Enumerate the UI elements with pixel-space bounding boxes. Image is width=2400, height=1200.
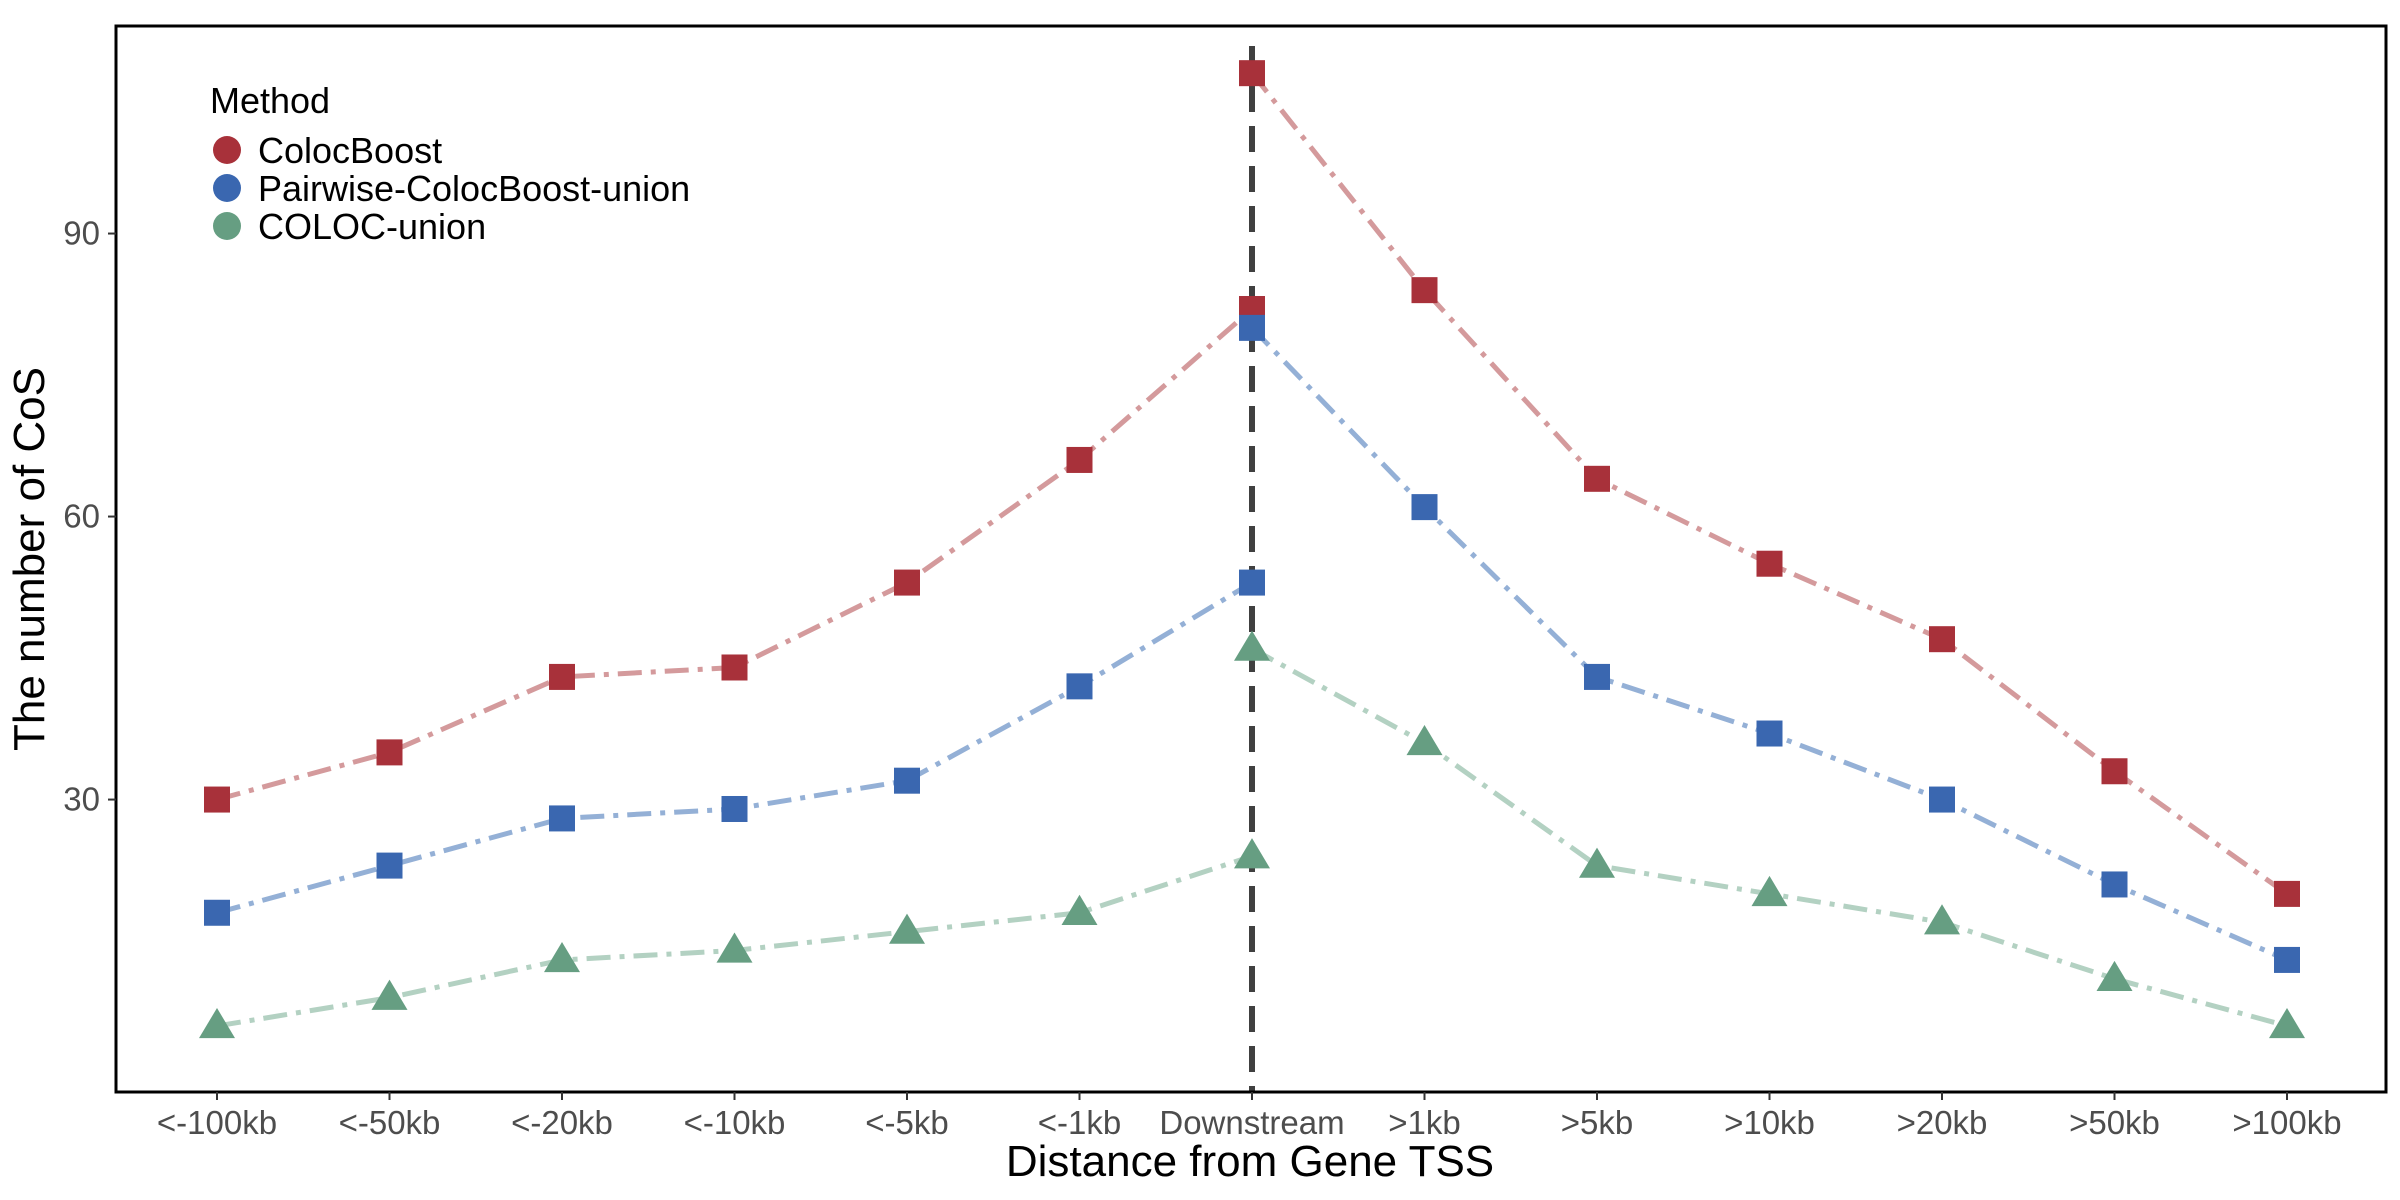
x-axis-ticks: <-100kb <-50kb <-20kb <-10kb <-5kb <-1kb Downs… xyxy=(157,1092,2342,1141)
x-tick-label: <-10kb xyxy=(684,1104,786,1141)
y-tick-label: 30 xyxy=(63,781,100,818)
colocboost-point xyxy=(1756,550,1783,577)
pairwise-colocboost-union-point xyxy=(721,795,748,822)
x-tick-label: >20kb xyxy=(1897,1104,1988,1141)
y-tick-label: 60 xyxy=(63,498,100,535)
pairwise-colocboost-union-point xyxy=(1929,786,1955,813)
coloc-union-point xyxy=(1924,904,1960,935)
colocboost-point xyxy=(376,739,403,766)
pairwise-colocboost-union-point xyxy=(1756,720,1783,747)
x-tick-label: >10kb xyxy=(1724,1104,1815,1141)
pairwise-colocboost-union-point xyxy=(2101,871,2128,898)
legend: Method ColocBoostPairwise-ColocBoost-uni… xyxy=(210,80,690,247)
pairwise-colocboost-union-point xyxy=(204,899,230,926)
colocboost-point xyxy=(1411,277,1438,304)
pairwise-colocboost-union-point xyxy=(376,852,403,879)
coloc-union-point xyxy=(1061,894,1098,925)
legend-label-coloc-union: COLOC-union xyxy=(258,206,486,247)
x-tick-label: <-5kb xyxy=(865,1104,948,1141)
coloc-union-point xyxy=(889,913,925,944)
legend-label-colocboost: ColocBoost xyxy=(258,130,442,171)
coloc-union-point xyxy=(544,941,580,973)
coloc-union-point xyxy=(1406,724,1443,756)
coloc-union-point xyxy=(1751,875,1788,907)
colocboost-point xyxy=(894,569,920,596)
legend-title: Method xyxy=(210,80,330,121)
colocboost-point xyxy=(1239,60,1265,87)
coloc-union-point xyxy=(371,979,408,1010)
legend-key-pairwise-colocboost-union xyxy=(213,174,241,202)
pairwise-colocboost-union-point xyxy=(2274,946,2300,973)
coloc-union-point xyxy=(1234,630,1270,661)
colocboost-point xyxy=(1584,465,1610,492)
coloc-union-point xyxy=(2269,1007,2305,1039)
x-tick-label: >100kb xyxy=(2232,1104,2341,1141)
colocboost-point xyxy=(1066,446,1093,473)
x-tick-label: <-1kb xyxy=(1038,1104,1121,1141)
x-tick-label: <-100kb xyxy=(157,1104,277,1141)
pairwise-colocboost-union-point xyxy=(894,767,920,794)
coloc-union-point xyxy=(199,1007,235,1039)
legend-label-pairwise-colocboost-union: Pairwise-ColocBoost-union xyxy=(258,168,690,209)
series-markers xyxy=(199,60,2305,1039)
y-axis-title: The number of CoS xyxy=(5,367,54,751)
x-tick-label: <-50kb xyxy=(339,1104,441,1141)
x-tick-label: Downstream xyxy=(1159,1104,1344,1141)
pairwise-colocboost-union-point xyxy=(1239,314,1265,341)
coloc-union-point xyxy=(716,932,753,963)
legend-key-coloc-union xyxy=(213,212,241,240)
y-tick-label: 90 xyxy=(63,215,100,252)
legend-key-colocboost xyxy=(213,136,241,164)
x-tick-label: <-20kb xyxy=(511,1104,613,1141)
colocboost-point xyxy=(2274,880,2300,907)
colocboost-point xyxy=(204,786,230,813)
pairwise-colocboost-union-point xyxy=(549,805,575,832)
x-axis-title: Distance from Gene TSS xyxy=(1006,1137,1494,1186)
colocboost-point xyxy=(2101,758,2128,785)
x-tick-label: >1kb xyxy=(1388,1104,1460,1141)
colocboost-point xyxy=(1929,626,1955,653)
pairwise-colocboost-union-point xyxy=(1411,494,1438,521)
plot-background xyxy=(116,26,2386,1092)
y-axis-ticks: 30 60 90 xyxy=(63,215,116,818)
x-tick-label: >50kb xyxy=(2069,1104,2160,1141)
x-tick-label: >5kb xyxy=(1561,1104,1633,1141)
colocboost-point xyxy=(549,663,575,690)
pairwise-colocboost-union-point xyxy=(1066,673,1093,700)
colocboost-point xyxy=(721,654,748,681)
pairwise-colocboost-union-point xyxy=(1584,663,1610,690)
coloc-union-point xyxy=(2096,960,2133,991)
coloc-union-point xyxy=(1579,847,1615,878)
pairwise-colocboost-union-point xyxy=(1239,569,1265,596)
coloc-union-point xyxy=(1234,838,1270,869)
